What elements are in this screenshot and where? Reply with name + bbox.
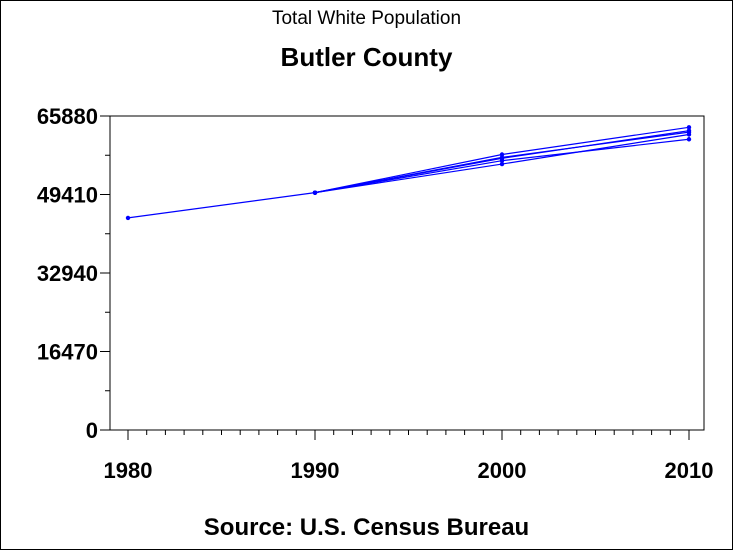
data-point bbox=[686, 132, 692, 137]
series-lines bbox=[125, 125, 692, 221]
x-tick-label: 2000 bbox=[478, 458, 527, 483]
data-point bbox=[499, 152, 505, 157]
data-point bbox=[125, 215, 131, 221]
y-tick-label: 16470 bbox=[37, 340, 98, 365]
x-tick-label: 2010 bbox=[665, 458, 714, 483]
plot-area bbox=[109, 115, 705, 431]
chart-title: Butler County bbox=[280, 42, 453, 72]
data-point bbox=[499, 156, 505, 161]
y-tick-label: 49410 bbox=[37, 183, 98, 208]
data-point bbox=[686, 137, 692, 142]
y-tick-label: 0 bbox=[86, 418, 98, 443]
data-point bbox=[686, 128, 692, 133]
chart-subtitle: Total White Population bbox=[271, 8, 462, 29]
chart-source: Source: U.S. Census Bureau bbox=[203, 514, 530, 541]
axis-ticks bbox=[100, 115, 690, 440]
y-tick-label: 65880 bbox=[37, 104, 98, 129]
y-axis-labels: 0 16470 32940 49410 65880 bbox=[37, 104, 98, 443]
data-point bbox=[312, 190, 318, 195]
data-point bbox=[686, 125, 692, 130]
x-axis-labels: 1980 1990 2000 2010 bbox=[104, 458, 714, 483]
x-tick-label: 1990 bbox=[291, 458, 340, 483]
x-tick-label: 1980 bbox=[104, 458, 153, 483]
data-point bbox=[499, 161, 505, 167]
y-tick-label: 32940 bbox=[37, 261, 98, 286]
